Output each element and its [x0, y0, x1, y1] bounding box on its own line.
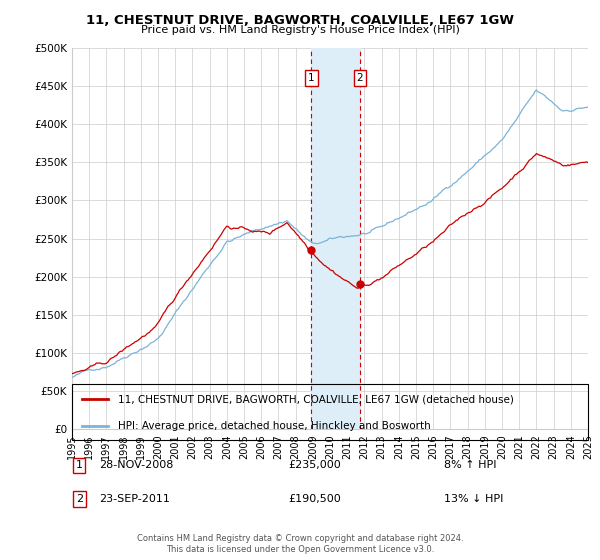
Text: 28-NOV-2008: 28-NOV-2008	[99, 460, 173, 470]
Text: 11, CHESTNUT DRIVE, BAGWORTH, COALVILLE, LE67 1GW: 11, CHESTNUT DRIVE, BAGWORTH, COALVILLE,…	[86, 14, 514, 27]
Text: 13% ↓ HPI: 13% ↓ HPI	[444, 494, 503, 504]
Bar	[311, 48, 360, 430]
Text: £190,500: £190,500	[288, 494, 341, 504]
Text: Contains HM Land Registry data © Crown copyright and database right 2024.
This d: Contains HM Land Registry data © Crown c…	[137, 534, 463, 554]
Text: Price paid vs. HM Land Registry's House Price Index (HPI): Price paid vs. HM Land Registry's House …	[140, 25, 460, 35]
Text: £235,000: £235,000	[288, 460, 341, 470]
Text: HPI: Average price, detached house, Hinckley and Bosworth: HPI: Average price, detached house, Hinc…	[118, 421, 431, 431]
Text: 8% ↑ HPI: 8% ↑ HPI	[444, 460, 497, 470]
Text: 23-SEP-2011: 23-SEP-2011	[99, 494, 170, 504]
Text: 1: 1	[76, 460, 83, 470]
Text: 2: 2	[76, 494, 83, 504]
Text: 1: 1	[308, 73, 315, 83]
Text: 2: 2	[356, 73, 363, 83]
Text: 11, CHESTNUT DRIVE, BAGWORTH, COALVILLE, LE67 1GW (detached house): 11, CHESTNUT DRIVE, BAGWORTH, COALVILLE,…	[118, 394, 514, 404]
